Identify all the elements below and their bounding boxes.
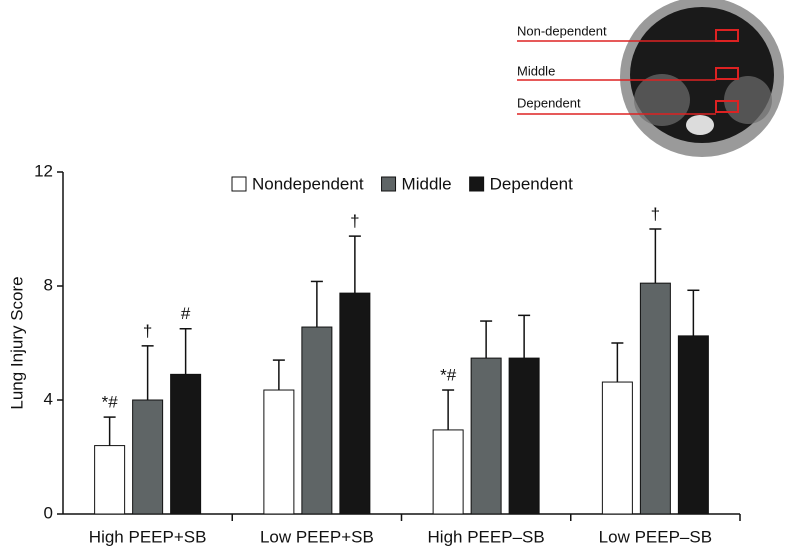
x-tick-label: Low PEEP+SB xyxy=(260,527,374,546)
bar xyxy=(639,282,671,515)
significance-marker: *# xyxy=(440,366,457,385)
x-tick-label: High PEEP+SB xyxy=(89,527,207,546)
legend-swatch xyxy=(381,176,397,192)
roi-label: Middle xyxy=(517,63,555,78)
bar xyxy=(508,357,540,515)
y-tick-label: 8 xyxy=(44,275,53,294)
ct-inset: Non-dependent Middle Dependent xyxy=(517,0,787,158)
legend-label: Dependent xyxy=(490,174,573,193)
ct-spine xyxy=(686,115,714,135)
bar xyxy=(94,445,126,515)
significance-marker: † xyxy=(350,212,359,231)
bar xyxy=(339,292,371,515)
bar xyxy=(301,326,333,515)
bar xyxy=(263,389,295,515)
legend-label: Nondependent xyxy=(252,174,364,193)
legend-label: Middle xyxy=(402,174,452,193)
significance-marker: † xyxy=(651,204,660,223)
y-tick-label: 12 xyxy=(34,161,53,180)
legend-swatch xyxy=(231,176,247,192)
significance-marker: *# xyxy=(102,393,119,412)
roi-box xyxy=(715,67,739,80)
bar xyxy=(677,335,709,515)
significance-marker: # xyxy=(181,304,191,323)
roi-label: Dependent xyxy=(517,95,581,110)
bar xyxy=(132,399,164,515)
bar xyxy=(432,429,464,515)
bar xyxy=(601,381,633,515)
x-tick-label: Low PEEP–SB xyxy=(599,527,712,546)
bar xyxy=(470,357,502,515)
legend-swatch xyxy=(469,176,485,192)
y-tick-label: 4 xyxy=(44,389,53,408)
significance-marker: † xyxy=(143,321,152,340)
roi-box xyxy=(715,100,739,113)
x-tick-label: High PEEP–SB xyxy=(428,527,545,546)
ct-dependent-left xyxy=(634,74,690,126)
y-tick-label: 0 xyxy=(44,503,53,522)
roi-label: Non-dependent xyxy=(517,23,607,38)
y-axis-label: Lung Injury Score xyxy=(7,276,26,409)
bar xyxy=(170,373,202,515)
roi-box xyxy=(715,29,739,42)
